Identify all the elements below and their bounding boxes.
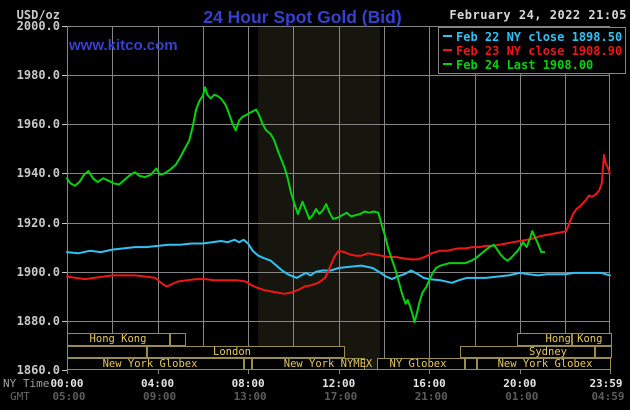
y-axis-tick-label: 1860.0 — [16, 363, 60, 377]
gmt-axis-label: GMT — [10, 390, 30, 403]
session-box — [252, 358, 365, 370]
x-axis-tick-label-gmt: 05:00 — [52, 390, 86, 403]
x-axis-tick-label-ny: 04:00 — [141, 377, 175, 390]
legend-item: Feb 23 NY close 1908.90 — [442, 44, 625, 58]
x-axis-tick-label-gmt: 09:00 — [143, 390, 177, 403]
legend-item-label: Feb 22 NY close 1898.50 — [456, 30, 623, 44]
session-label: NY Globex — [389, 358, 447, 370]
session-box — [147, 346, 345, 358]
x-axis-tick-label-ny: 08:00 — [231, 377, 265, 390]
y-axis-tick-label: 1920.0 — [16, 215, 60, 230]
session-box — [170, 333, 186, 346]
session-box — [595, 346, 612, 358]
x-axis-tick-label-gmt: 04:59 — [591, 390, 625, 403]
x-axis-tick-label-gmt: 21:00 — [414, 390, 448, 403]
session-box — [67, 358, 244, 370]
x-axis-tick-label-ny: 16:00 — [412, 377, 446, 390]
y-axis-tick-label: 2000.0 — [16, 19, 60, 33]
legend-color-dash — [443, 63, 452, 65]
y-axis-tick-label: 1980.0 — [16, 68, 60, 83]
legend-item-label: Feb 24 Last 1908.00 — [456, 58, 594, 72]
x-axis-tick-label-ny: 23:59 — [589, 377, 623, 390]
session-box — [465, 358, 477, 370]
session-label: Sydney — [529, 346, 567, 358]
x-axis-tick-label-ny: 20:00 — [503, 377, 537, 390]
session-label: New York Globex — [102, 358, 198, 370]
session-box — [67, 333, 170, 346]
kitco-watermark-link[interactable]: www.kitco.com — [69, 37, 178, 54]
session-box — [460, 346, 595, 358]
ny-time-axis-label: NY Time — [3, 377, 50, 390]
legend-item-label: Feb 23 NY close 1908.90 — [456, 44, 623, 58]
session-label: New York NYMEX — [283, 358, 373, 370]
y-axis-tick-label: 1960.0 — [16, 117, 60, 132]
session-box — [377, 358, 465, 370]
y-axis-tick-label: 1900.0 — [16, 264, 60, 279]
legend-color-dash — [443, 49, 452, 51]
session-label: New York Globex — [497, 358, 593, 370]
session-label: Hong Kong — [89, 333, 147, 345]
legend-color-dash — [443, 35, 452, 37]
legend-item: Feb 22 NY close 1898.50 — [442, 30, 625, 44]
y-axis-tick-label: 1940.0 — [16, 166, 60, 181]
legend-box: Feb 22 NY close 1898.50 Feb 23 NY close 1… — [438, 27, 626, 74]
x-axis-tick-label-gmt: 01:00 — [505, 390, 539, 403]
session-box — [572, 333, 612, 346]
x-axis-tick-label-gmt: 17:00 — [324, 390, 358, 403]
x-axis-tick-label-gmt: 13:00 — [233, 390, 267, 403]
session-box — [477, 358, 611, 370]
y-axis-tick-label: 1880.0 — [16, 313, 60, 328]
session-label: London — [213, 346, 251, 358]
unit-label: USD/oz — [16, 8, 60, 22]
chart-title: 24 Hour Spot Gold (Bid) — [203, 7, 402, 27]
legend-item: Feb 24 Last 1908.00 — [442, 58, 625, 72]
session-label: Hong Kong — [545, 333, 603, 345]
x-axis-tick-label-ny: 12:00 — [322, 377, 356, 390]
x-axis-tick-label-ny: 00:00 — [50, 377, 84, 390]
session-box — [67, 346, 147, 358]
datetime-label: February 24, 2022 21:05 — [449, 8, 627, 22]
session-box — [517, 333, 572, 346]
session-box — [244, 358, 252, 370]
